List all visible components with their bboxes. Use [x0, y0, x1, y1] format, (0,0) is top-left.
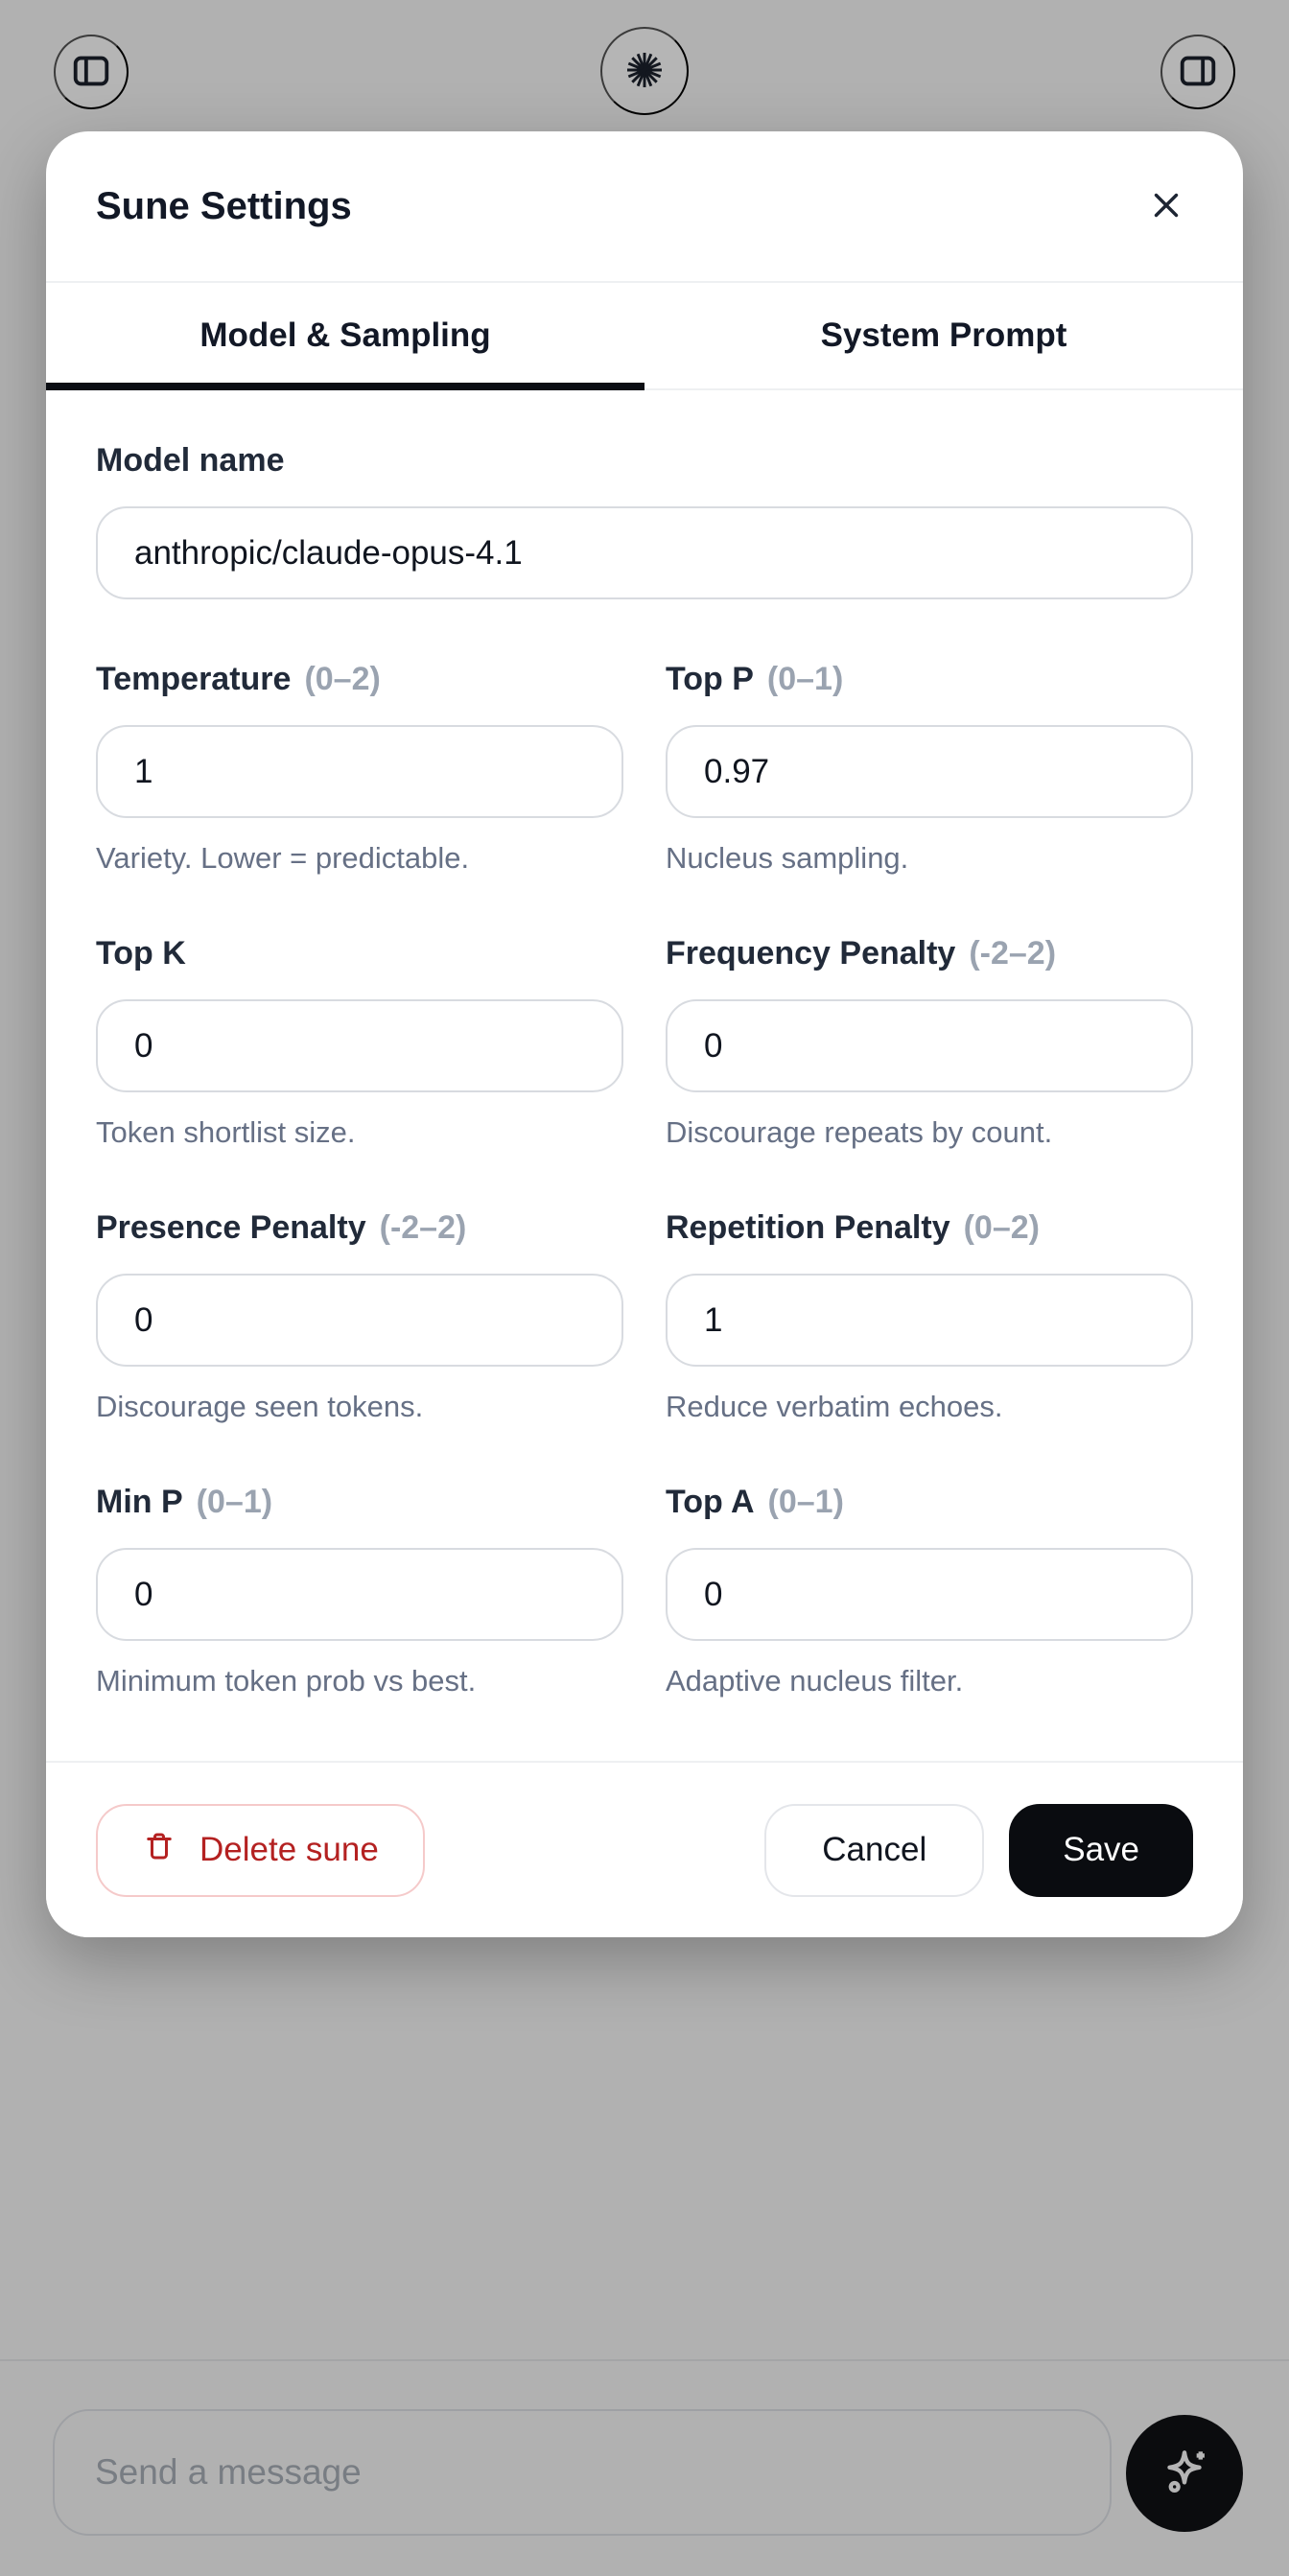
- temperature-field: Temperature (0–2) Variety. Lower = predi…: [96, 661, 623, 876]
- model-name-input[interactable]: [96, 506, 1193, 599]
- top-k-input[interactable]: [96, 999, 623, 1092]
- close-button[interactable]: [1139, 179, 1193, 233]
- toggle-left-sidebar-button[interactable]: [54, 35, 129, 109]
- repetition-penalty-field: Repetition Penalty (0–2) Reduce verbatim…: [666, 1209, 1193, 1424]
- repetition-penalty-input[interactable]: [666, 1274, 1193, 1367]
- starburst-icon: [619, 44, 670, 99]
- delete-sune-label: Delete sune: [199, 1831, 379, 1868]
- top-a-hint: Adaptive nucleus filter.: [666, 1664, 964, 1698]
- sampling-grid: Temperature (0–2) Variety. Lower = predi…: [96, 661, 1193, 1758]
- top-p-hint: Nucleus sampling.: [666, 841, 909, 875]
- panel-right-icon: [1176, 49, 1220, 96]
- tab-system-prompt[interactable]: System Prompt: [644, 283, 1243, 388]
- min-p-label: Min P: [96, 1484, 183, 1520]
- min-p-hint: Minimum token prob vs best.: [96, 1664, 477, 1698]
- top-k-field: Top K Token shortlist size.: [96, 935, 623, 1150]
- modal-footer: Delete sune Cancel Save: [46, 1761, 1243, 1937]
- top-p-input[interactable]: [666, 725, 1193, 818]
- temperature-range: (0–2): [304, 661, 381, 697]
- frequency-penalty-hint: Discourage repeats by count.: [666, 1115, 1053, 1149]
- modal-title: Sune Settings: [96, 184, 352, 227]
- presence-penalty-input[interactable]: [96, 1274, 623, 1367]
- temperature-label: Temperature: [96, 661, 292, 697]
- toggle-right-sidebar-button[interactable]: [1160, 35, 1235, 109]
- frequency-penalty-label: Frequency Penalty: [666, 935, 956, 972]
- panel-left-icon: [69, 49, 113, 96]
- presence-penalty-hint: Discourage seen tokens.: [96, 1390, 424, 1423]
- top-p-field: Top P (0–1) Nucleus sampling.: [666, 661, 1193, 876]
- top-k-label: Top K: [96, 935, 186, 972]
- settings-tabs: Model & Sampling System Prompt: [46, 283, 1243, 390]
- top-p-label: Top P: [666, 661, 754, 697]
- model-name-group: Model name: [96, 442, 1193, 599]
- model-name-label: Model name: [96, 442, 285, 479]
- repetition-penalty-range: (0–2): [963, 1209, 1040, 1246]
- top-k-hint: Token shortlist size.: [96, 1115, 356, 1149]
- min-p-field: Min P (0–1) Minimum token prob vs best.: [96, 1484, 623, 1698]
- sune-avatar-button[interactable]: [600, 27, 689, 115]
- min-p-range: (0–1): [196, 1484, 273, 1520]
- modal-body: Model name Temperature (0–2) Variety. Lo…: [46, 390, 1243, 1758]
- top-p-range: (0–1): [766, 661, 844, 697]
- frequency-penalty-input[interactable]: [666, 999, 1193, 1092]
- presence-penalty-field: Presence Penalty (-2–2) Discourage seen …: [96, 1209, 623, 1424]
- top-a-input[interactable]: [666, 1548, 1193, 1641]
- top-a-label: Top A: [666, 1484, 755, 1520]
- sune-settings-modal: Sune Settings Model & Sampling System Pr…: [46, 131, 1243, 1937]
- cancel-button[interactable]: Cancel: [764, 1803, 985, 1897]
- modal-header: Sune Settings: [46, 131, 1243, 283]
- top-a-range: (0–1): [767, 1484, 844, 1520]
- frequency-penalty-range: (-2–2): [969, 935, 1057, 972]
- tab-model-sampling[interactable]: Model & Sampling: [46, 283, 644, 390]
- presence-penalty-label: Presence Penalty: [96, 1209, 366, 1246]
- top-a-field: Top A (0–1) Adaptive nucleus filter.: [666, 1484, 1193, 1698]
- composer-bar: [0, 2359, 1289, 2576]
- repetition-penalty-hint: Reduce verbatim echoes.: [666, 1390, 1003, 1423]
- trash-icon: [142, 1829, 176, 1872]
- message-input[interactable]: [53, 2409, 1112, 2536]
- min-p-input[interactable]: [96, 1548, 623, 1641]
- close-icon: [1146, 185, 1186, 228]
- temperature-input[interactable]: [96, 725, 623, 818]
- temperature-hint: Variety. Lower = predictable.: [96, 841, 470, 875]
- presence-penalty-range: (-2–2): [379, 1209, 467, 1246]
- sparkle-plus-icon: [1155, 2443, 1214, 2505]
- send-button[interactable]: [1126, 2415, 1243, 2532]
- frequency-penalty-field: Frequency Penalty (-2–2) Discourage repe…: [666, 935, 1193, 1150]
- delete-sune-button[interactable]: Delete sune: [96, 1803, 425, 1897]
- repetition-penalty-label: Repetition Penalty: [666, 1209, 950, 1246]
- save-button[interactable]: Save: [1009, 1803, 1193, 1897]
